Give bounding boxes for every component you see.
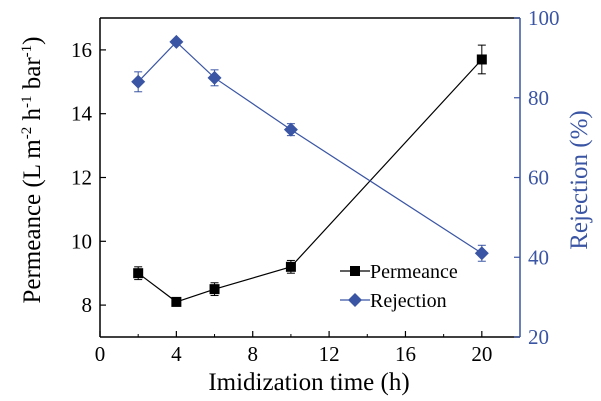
y-left-tick-label: 14	[71, 102, 93, 126]
y-left-tick-label: 10	[71, 229, 92, 253]
y-left-tick-label: 12	[71, 166, 92, 190]
data-point	[209, 284, 220, 295]
legend-marker	[350, 266, 360, 276]
data-point	[474, 246, 489, 261]
y-right-tick-label: 20	[528, 325, 549, 349]
y-right-tick-label: 80	[528, 86, 549, 110]
data-point	[476, 54, 487, 65]
data-point	[169, 34, 184, 49]
y-right-tick-label: 100	[528, 6, 560, 30]
x-tick-label: 20	[471, 342, 492, 366]
legend-marker	[348, 293, 362, 307]
y-right-axis-title: Rejection (%)	[566, 110, 593, 250]
x-axis-title: Imidization time (h)	[208, 369, 409, 396]
series-permeance	[133, 44, 487, 307]
legend: Permeance Rejection	[340, 261, 458, 312]
series-rejection	[131, 34, 489, 262]
y-left-tick-label: 8	[82, 293, 93, 317]
series-layer	[131, 34, 489, 307]
data-point	[171, 296, 182, 307]
legend-label: Rejection	[370, 290, 447, 312]
x-tick-label: 16	[395, 342, 416, 366]
plot-frame	[99, 17, 521, 338]
x-tick-label: 0	[95, 342, 106, 366]
y-left-axis-title: Permeance (L m-2 h-1 bar-1)	[19, 36, 46, 303]
data-point	[207, 70, 222, 85]
data-point	[285, 261, 296, 272]
ticks-layer: 0 4 8 12 16 20 8 10 12 14 16 20 40 60 80 100	[71, 6, 560, 366]
x-tick-label: 8	[247, 342, 258, 366]
data-point	[131, 74, 146, 89]
data-point	[133, 268, 144, 279]
data-point	[283, 122, 298, 137]
legend-label: Permeance	[370, 261, 458, 283]
y-left-tick-label: 16	[71, 38, 92, 62]
y-right-tick-label: 60	[528, 166, 549, 190]
x-tick-label: 12	[319, 342, 340, 366]
series-line	[137, 41, 483, 254]
x-tick-label: 4	[171, 342, 182, 366]
y-right-tick-label: 40	[528, 245, 549, 269]
